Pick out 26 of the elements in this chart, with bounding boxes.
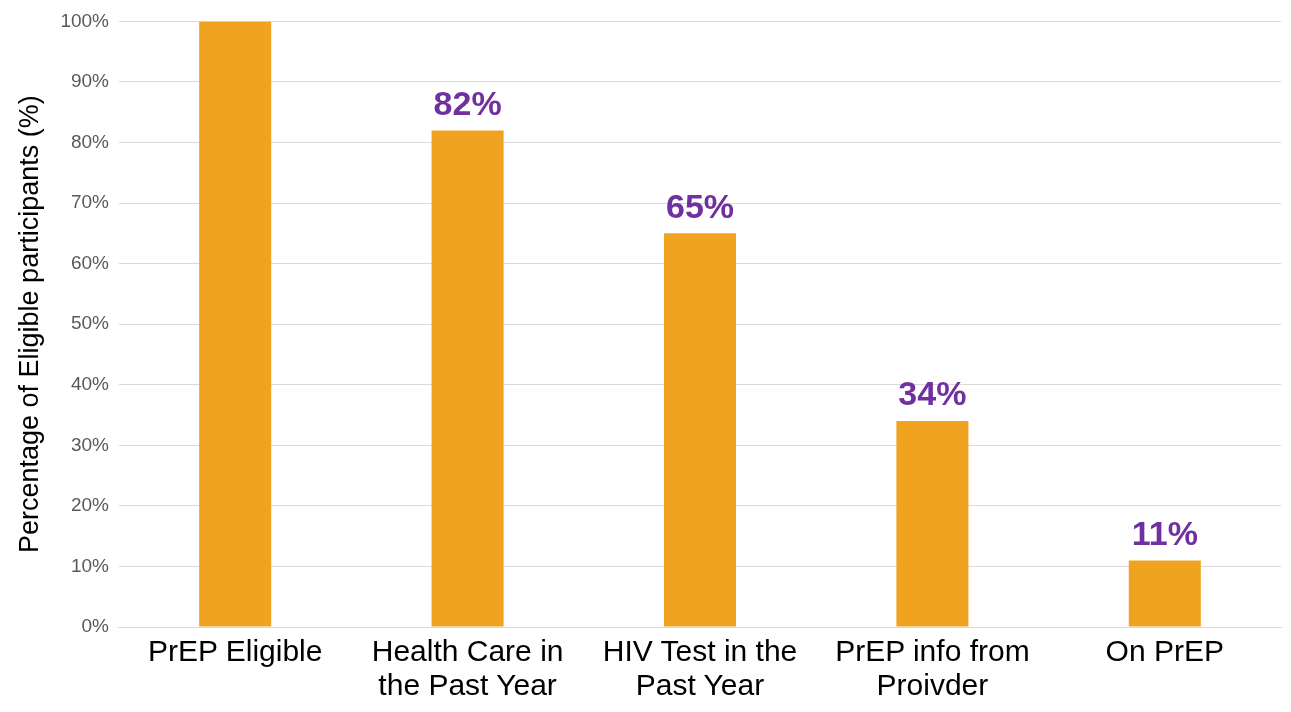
y-tick-label: 70%	[70, 191, 110, 213]
x-tick-label: HIV Test in the Past Year	[602, 633, 798, 702]
y-tick-label: 20%	[70, 494, 110, 516]
bar	[199, 21, 272, 627]
y-tick-label: 80%	[70, 130, 110, 152]
data-label: 34%	[898, 374, 967, 413]
y-tick-label: 60%	[70, 251, 110, 273]
x-tick-label: PrEP Eligible	[147, 633, 323, 667]
y-axis-title: Percentage of Eligible participants (%)	[13, 95, 44, 554]
x-tick-label: Health Care in the Past Year	[371, 633, 564, 702]
bar	[1128, 560, 1201, 627]
y-tick-label: 0%	[81, 615, 110, 637]
y-tick-label: 10%	[70, 554, 110, 576]
bar	[663, 233, 737, 627]
y-tick-label: 50%	[70, 312, 110, 334]
y-tick-label: 90%	[70, 70, 110, 92]
y-tick-label: 100%	[60, 9, 110, 31]
y-tick-label: 40%	[70, 372, 110, 394]
bar	[896, 421, 969, 627]
data-label: 82%	[433, 83, 502, 122]
data-label: 11%	[1131, 513, 1198, 552]
x-tick-label: PrEP info from Proivder	[835, 633, 1030, 702]
data-label: 65%	[665, 186, 735, 225]
bar	[431, 130, 504, 627]
y-tick-label: 30%	[70, 433, 110, 455]
x-tick-label: On PrEP	[1105, 633, 1224, 667]
